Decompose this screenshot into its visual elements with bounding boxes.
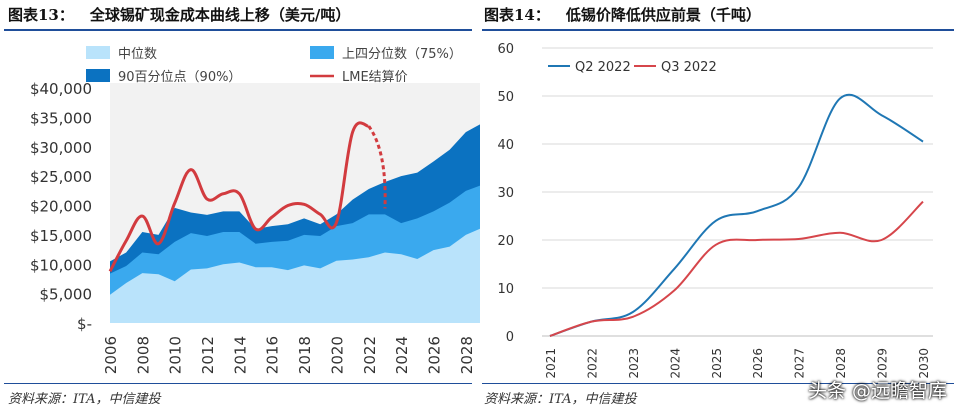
right-legend-label: Q3 2022 [661, 60, 717, 75]
right-x-tick-label: 2026 [751, 348, 765, 379]
left-lme-projection-line [367, 125, 387, 209]
left-y-tick-label: $10,000 [30, 256, 92, 274]
left-legend-swatch [86, 69, 110, 82]
left-legend-label: 90百分位点（90%） [118, 70, 241, 85]
right-line-q2-2022 [549, 93, 924, 337]
right-y-tick-label: 60 [497, 42, 514, 57]
left-x-tick-label: 2022 [361, 336, 379, 374]
left-y-tick-label: $20,000 [30, 198, 92, 216]
left-title-rule [4, 29, 472, 31]
left-chart-title-text: 全球锡矿现金成本曲线上移（美元/吨） [89, 6, 351, 24]
left-y-tick-label: $25,000 [30, 168, 92, 186]
right-chart-label: 图表14： [484, 6, 550, 24]
right-x-tick-label: 2028 [834, 348, 848, 379]
right-title-rule [482, 29, 954, 31]
left-footer-rule [4, 383, 472, 384]
left-legend-swatch [310, 46, 334, 59]
left-x-tick-label: 2014 [231, 336, 249, 374]
left-x-tick-label: 2012 [199, 336, 217, 374]
right-x-tick-label: 2030 [917, 348, 931, 379]
right-x-tick-label: 2025 [710, 348, 724, 379]
right-y-tick-label: 30 [497, 186, 514, 201]
left-legend-label: 中位数 [118, 47, 157, 62]
left-x-tick-label: 2026 [425, 336, 443, 374]
left-y-tick-label: $35,000 [30, 109, 92, 127]
right-chart-title-text: 低锡价降低供应前景（千吨） [565, 6, 761, 24]
left-x-tick-label: 2010 [167, 336, 185, 374]
watermark: 头条 @远瞻智库 [807, 380, 947, 402]
right-y-tick-label: 10 [497, 282, 514, 297]
left-y-tick-label: $40,000 [30, 80, 92, 98]
right-source: 资料来源：ITA，中信建投 [484, 392, 637, 407]
right-y-tick-label: 0 [506, 330, 514, 345]
left-area-median [110, 228, 480, 323]
right-y-tick-label: 20 [497, 234, 514, 249]
left-legend-label: 上四分位数（75%） [342, 47, 462, 62]
left-legend-swatch [86, 46, 110, 59]
right-x-tick-label: 2021 [544, 348, 558, 379]
left-lme-line [108, 121, 370, 273]
right-x-tick-label: 2029 [876, 348, 890, 379]
left-x-tick-label: 2018 [296, 336, 314, 374]
left-x-tick-label: 2016 [264, 336, 282, 374]
right-y-tick-label: 40 [497, 138, 514, 153]
right-legend-label: Q2 2022 [575, 60, 631, 75]
left-x-tick-label: 2024 [393, 336, 411, 374]
left-x-tick-label: 2020 [328, 336, 346, 374]
left-chart-title: 图表13： 全球锡矿现金成本曲线上移（美元/吨） [8, 4, 350, 25]
left-y-tick-label: $- [77, 315, 92, 333]
right-x-tick-label: 2024 [668, 348, 682, 379]
left-legend-label: LME结算价 [342, 70, 408, 85]
left-source: 资料来源：ITA，中信建投 [8, 392, 161, 407]
left-chart: $- $5,000 $10,000 $15,000 $20,000 $25,000 $30,… [30, 46, 480, 374]
left-y-tick-label: $15,000 [30, 227, 92, 245]
left-chart-label: 图表13： [8, 6, 74, 24]
right-footer-rule [482, 383, 954, 384]
left-x-tick-label: 2008 [134, 336, 152, 374]
left-x-tick-label: 2006 [102, 336, 120, 374]
left-x-tick-label: 2028 [458, 336, 476, 374]
right-y-tick-label: 50 [497, 90, 514, 105]
right-line-q3-2022 [549, 200, 924, 337]
left-y-tick-label: $30,000 [30, 139, 92, 157]
right-x-tick-label: 2027 [793, 348, 807, 379]
left-y-tick-label: $5,000 [40, 286, 93, 304]
right-chart-title: 图表14： 低锡价降低供应前景（千吨） [484, 4, 761, 25]
right-x-tick-label: 2023 [627, 348, 641, 379]
right-x-tick-label: 2022 [585, 348, 599, 379]
